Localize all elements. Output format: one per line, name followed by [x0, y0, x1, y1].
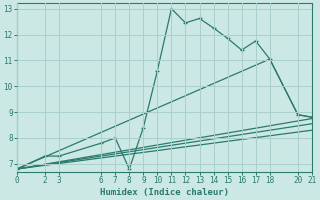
X-axis label: Humidex (Indice chaleur): Humidex (Indice chaleur) [100, 188, 229, 197]
